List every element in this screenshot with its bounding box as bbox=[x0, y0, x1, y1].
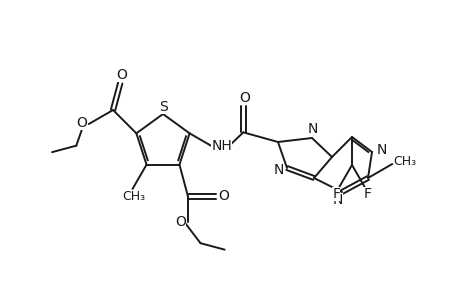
Text: O: O bbox=[218, 188, 229, 203]
Text: N: N bbox=[273, 163, 284, 177]
Text: CH₃: CH₃ bbox=[122, 190, 145, 203]
Text: F: F bbox=[332, 187, 340, 201]
Text: CH₃: CH₃ bbox=[393, 154, 416, 167]
Text: O: O bbox=[116, 68, 126, 82]
Text: O: O bbox=[238, 91, 249, 105]
Text: N: N bbox=[332, 193, 342, 207]
Text: N: N bbox=[307, 122, 318, 136]
Text: O: O bbox=[76, 116, 87, 130]
Text: O: O bbox=[175, 214, 186, 229]
Text: NH: NH bbox=[211, 139, 231, 153]
Text: N: N bbox=[376, 143, 386, 157]
Text: S: S bbox=[159, 100, 168, 114]
Text: F: F bbox=[363, 187, 371, 201]
